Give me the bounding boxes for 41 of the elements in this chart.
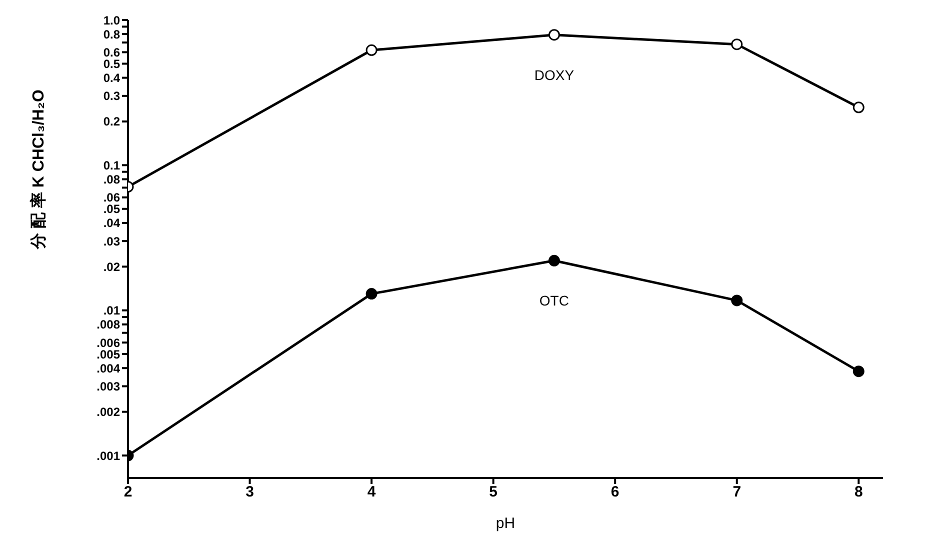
- y-tick-label: 0.1: [103, 158, 120, 172]
- point: [731, 38, 743, 50]
- y-tick-label: 0.5: [103, 56, 120, 71]
- text: DOXY: [534, 66, 575, 83]
- y-tick-label: .05: [103, 202, 120, 216]
- x-tick-label: 3: [246, 484, 254, 501]
- point: [548, 29, 560, 41]
- y-tick-label: .005: [96, 347, 120, 362]
- y-tick-label: 1.0: [103, 13, 120, 28]
- y-tick-label: 0.8: [103, 27, 120, 42]
- y-tick-label: .08: [103, 172, 120, 186]
- y-tick-label: 0.6: [103, 45, 120, 60]
- point: [731, 294, 743, 306]
- point: [852, 102, 864, 114]
- x-tick-label: 4: [367, 484, 376, 501]
- point: [852, 366, 864, 378]
- point: [366, 44, 378, 56]
- y-tick-label: .01: [103, 304, 120, 318]
- y-tick-label: .008: [96, 318, 120, 332]
- y-tick-label: 0.4: [103, 71, 120, 86]
- x-axis-title: pH: [496, 515, 516, 532]
- y-tick-label: .001: [96, 448, 120, 463]
- y-tick-label: .003: [96, 380, 120, 394]
- x-tick-label: 8: [854, 484, 863, 501]
- y-tick-label: .04: [103, 216, 120, 230]
- point: [366, 288, 378, 300]
- y-tick-label: 0.3: [103, 89, 120, 104]
- x-tick-label: 2: [124, 484, 132, 501]
- x-tick-label: 7: [732, 484, 742, 501]
- y-tick-label: .03: [103, 234, 120, 248]
- text: OTC: [539, 292, 569, 309]
- y-tick-label: .006: [96, 336, 120, 350]
- y-tick-label: .002: [96, 405, 120, 420]
- x-tick-label: 5: [489, 484, 498, 501]
- y-tick-label: .004: [96, 361, 120, 376]
- y-axis-title: 分 配 率 K CHCl₃/H₂O: [28, 90, 48, 250]
- y-tick-label: .06: [103, 190, 120, 205]
- x-tick-label: 6: [610, 484, 620, 501]
- y-tick-label: .02: [103, 260, 120, 274]
- point: [548, 254, 560, 266]
- y-tick-label: 0.2: [103, 114, 120, 129]
